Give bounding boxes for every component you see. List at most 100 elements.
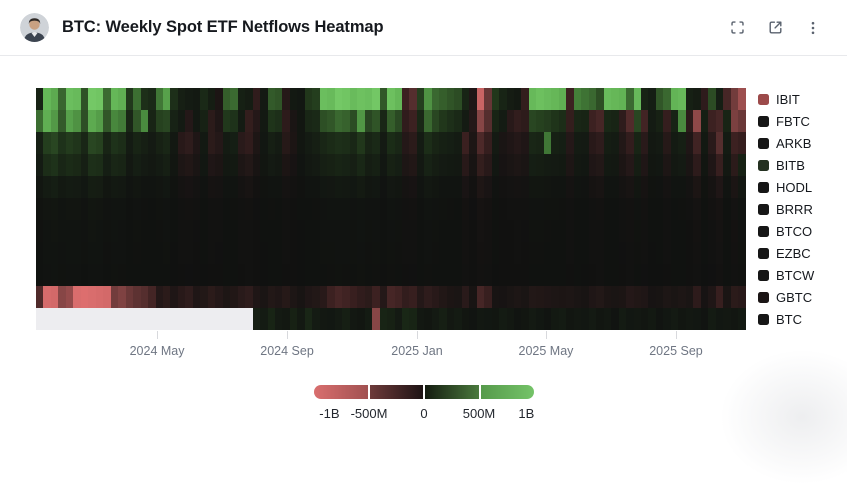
heatmap-cell[interactable]	[611, 264, 619, 286]
heatmap-cell[interactable]	[514, 110, 522, 132]
heatmap-cell[interactable]	[409, 132, 417, 154]
heatmap-cell[interactable]	[611, 132, 619, 154]
heatmap-cell[interactable]	[551, 242, 559, 264]
heatmap-cell[interactable]	[192, 110, 201, 132]
heatmap-cell[interactable]	[416, 286, 425, 308]
heatmap-cell[interactable]	[655, 132, 664, 154]
heatmap-cell[interactable]	[723, 176, 731, 198]
heatmap-cell[interactable]	[162, 264, 171, 286]
heatmap-cell[interactable]	[125, 176, 134, 198]
heatmap-cell[interactable]	[267, 88, 275, 110]
heatmap-cell[interactable]	[499, 308, 507, 330]
heatmap-cell[interactable]	[43, 286, 51, 308]
heatmap-cell[interactable]	[528, 132, 537, 154]
heatmap-cell[interactable]	[416, 308, 425, 330]
heatmap-cell[interactable]	[424, 242, 432, 264]
heatmap-cell[interactable]	[588, 110, 597, 132]
heatmap-cell[interactable]	[230, 264, 238, 286]
heatmap-cell[interactable]	[730, 198, 739, 220]
heatmap-cell[interactable]	[372, 242, 380, 264]
heatmap-cell[interactable]	[185, 220, 193, 242]
heatmap-cell[interactable]	[685, 308, 694, 330]
heatmap-cell[interactable]	[36, 286, 44, 308]
heatmap-cell[interactable]	[282, 88, 290, 110]
heatmap-cell[interactable]	[603, 88, 612, 110]
heatmap-cell[interactable]	[521, 264, 529, 286]
heatmap-cell[interactable]	[499, 286, 507, 308]
heatmap-cell[interactable]	[476, 88, 485, 110]
heatmap-cell[interactable]	[334, 242, 343, 264]
heatmap-cell[interactable]	[73, 132, 81, 154]
heatmap-cell[interactable]	[708, 88, 716, 110]
heatmap-cell[interactable]	[133, 88, 141, 110]
heatmap-cell[interactable]	[304, 132, 313, 154]
heatmap-cell[interactable]	[342, 198, 350, 220]
heatmap-cell[interactable]	[327, 286, 335, 308]
heatmap-cell[interactable]	[708, 154, 716, 176]
heatmap-cell[interactable]	[267, 154, 275, 176]
heatmap-cell[interactable]	[148, 176, 156, 198]
heatmap-cell[interactable]	[514, 308, 522, 330]
heatmap-cell[interactable]	[80, 220, 89, 242]
heatmap-cell[interactable]	[133, 286, 141, 308]
heatmap-cell[interactable]	[738, 198, 746, 220]
heatmap-cell[interactable]	[140, 110, 149, 132]
heatmap-cell[interactable]	[207, 198, 216, 220]
heatmap-cell[interactable]	[252, 110, 261, 132]
heatmap-cell[interactable]	[103, 308, 111, 330]
heatmap-cell[interactable]	[416, 220, 425, 242]
heatmap-cell[interactable]	[36, 242, 44, 264]
heatmap-cell[interactable]	[88, 264, 96, 286]
heatmap-cell[interactable]	[282, 220, 290, 242]
heatmap-cell[interactable]	[461, 198, 470, 220]
heatmap-cell[interactable]	[342, 110, 350, 132]
heatmap-cell[interactable]	[491, 198, 500, 220]
heatmap-cell[interactable]	[177, 110, 186, 132]
heatmap-cell[interactable]	[364, 132, 373, 154]
heatmap-cell[interactable]	[439, 220, 447, 242]
heatmap-cell[interactable]	[58, 264, 66, 286]
heatmap-cell[interactable]	[409, 242, 417, 264]
heatmap-cell[interactable]	[215, 110, 223, 132]
heatmap-cell[interactable]	[289, 132, 298, 154]
heatmap-cell[interactable]	[566, 132, 574, 154]
heatmap-cell[interactable]	[222, 242, 231, 264]
heatmap-cell[interactable]	[596, 110, 604, 132]
heatmap-cell[interactable]	[424, 198, 432, 220]
heatmap-cell[interactable]	[177, 286, 186, 308]
heatmap-cell[interactable]	[95, 308, 104, 330]
heatmap-cell[interactable]	[469, 308, 477, 330]
heatmap-cell[interactable]	[633, 176, 641, 198]
heatmap-cell[interactable]	[409, 264, 417, 286]
heatmap-cell[interactable]	[162, 176, 171, 198]
legend-item-fbtc[interactable]: FBTC	[758, 110, 814, 132]
heatmap-cell[interactable]	[118, 154, 126, 176]
heatmap-cell[interactable]	[342, 286, 350, 308]
heatmap-cell[interactable]	[633, 110, 641, 132]
heatmap-cell[interactable]	[43, 264, 51, 286]
heatmap-cell[interactable]	[416, 154, 425, 176]
heatmap-cell[interactable]	[297, 242, 305, 264]
heatmap-cell[interactable]	[36, 110, 44, 132]
heatmap-cell[interactable]	[237, 132, 246, 154]
heatmap-cell[interactable]	[439, 286, 447, 308]
heatmap-cell[interactable]	[252, 198, 261, 220]
heatmap-cell[interactable]	[319, 308, 328, 330]
heatmap-cell[interactable]	[133, 176, 141, 198]
heatmap-cell[interactable]	[379, 198, 388, 220]
heatmap-cell[interactable]	[394, 242, 402, 264]
heatmap-cell[interactable]	[245, 264, 253, 286]
heatmap-cell[interactable]	[140, 198, 149, 220]
heatmap-cell[interactable]	[237, 308, 246, 330]
heatmap-cell[interactable]	[103, 264, 111, 286]
heatmap-cell[interactable]	[469, 154, 477, 176]
heatmap-cell[interactable]	[543, 198, 552, 220]
heatmap-cell[interactable]	[36, 176, 44, 198]
heatmap-cell[interactable]	[162, 88, 171, 110]
heatmap-cell[interactable]	[678, 132, 686, 154]
heatmap-cell[interactable]	[581, 176, 589, 198]
heatmap-cell[interactable]	[499, 264, 507, 286]
heatmap-cell[interactable]	[446, 198, 455, 220]
heatmap-cell[interactable]	[439, 110, 447, 132]
heatmap-cell[interactable]	[342, 88, 350, 110]
